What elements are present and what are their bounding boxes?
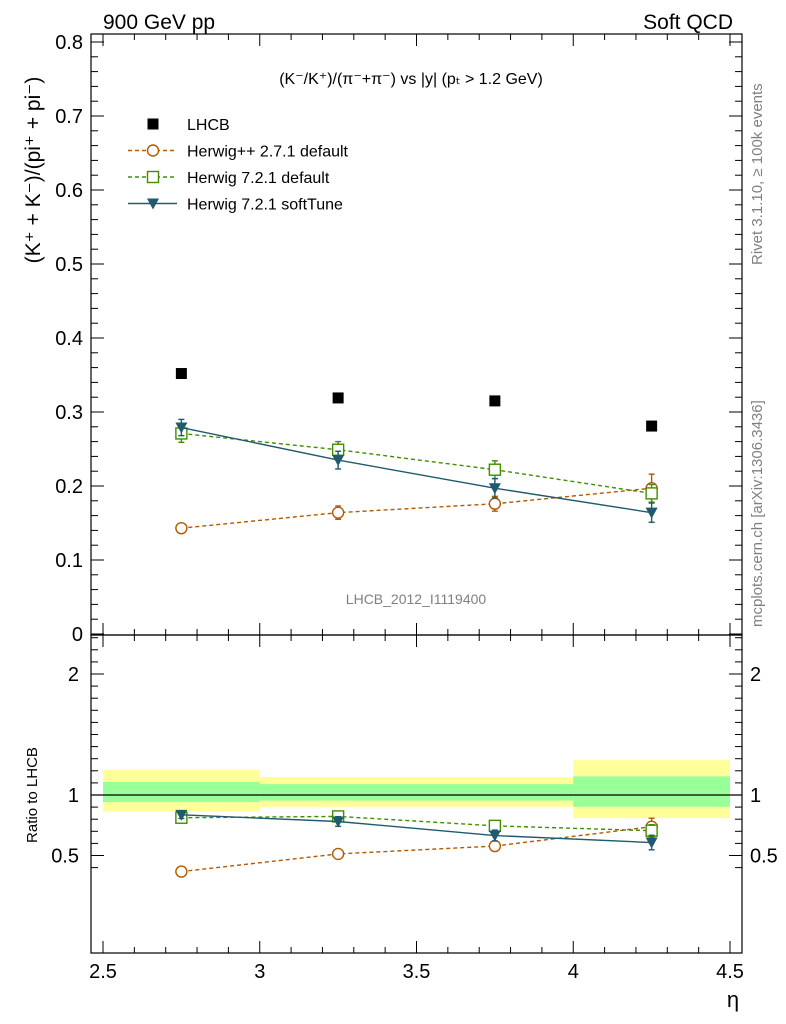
main-line-herwig-7-2-1-softtune bbox=[181, 426, 652, 514]
main-point-herwig-7-2-1-default bbox=[645, 487, 658, 500]
main-point-herwig-2-7-1-default bbox=[175, 521, 188, 535]
x-tick-label: 4.5 bbox=[716, 961, 744, 983]
main-marks bbox=[175, 368, 658, 535]
legend-marker-lhcb bbox=[147, 118, 159, 130]
main-point-lhcb bbox=[489, 395, 501, 407]
main-y-tick-label: 0.7 bbox=[55, 106, 83, 128]
legend-marker-herwig-7-2-1-default bbox=[146, 170, 160, 184]
main-y-tick-label: 0.5 bbox=[55, 254, 83, 276]
main-ticks bbox=[91, 34, 742, 635]
main-point-herwig-2-7-1-default bbox=[331, 506, 345, 519]
header-right: Soft QCD bbox=[643, 11, 733, 34]
ratio-y-axis-label: Ratio to LHCB bbox=[24, 747, 41, 843]
ratio-panel: 0.5 0.5 1 1 2 2 2.5 3 3.5 4 4.5 Ratio to LHCB η bbox=[24, 634, 778, 1012]
x-tick-label: 3.5 bbox=[403, 961, 431, 983]
main-line-herwig-7-2-1-default bbox=[181, 432, 652, 495]
main-y-tick-label: 0.3 bbox=[55, 402, 83, 424]
ratio-y-tick-label-right: 0.5 bbox=[750, 846, 778, 868]
ratio-y-tick-label: 2 bbox=[68, 664, 79, 686]
side-text-top: Rivet 3.1.10, ≥ 100k events bbox=[749, 83, 766, 265]
ratio-y-tick-label-right: 2 bbox=[750, 664, 761, 686]
ratio-y-tick-labels: 0.5 0.5 1 1 2 2 bbox=[51, 664, 778, 868]
main-point-herwig-7-2-1-default bbox=[488, 463, 502, 476]
legend-label-herwig-2-7-1-default: Herwig++ 2.7.1 default bbox=[187, 144, 349, 161]
main-line-herwig-2-7-1-default bbox=[181, 487, 652, 529]
main-point-lhcb bbox=[646, 420, 658, 432]
ratio-point-herwig-2-7-1-default bbox=[488, 839, 502, 853]
ratio-ticks bbox=[91, 635, 742, 953]
ratio-line-herwig-7-2-1-softtune bbox=[181, 814, 652, 844]
legend-label-herwig-7-2-1-default: Herwig 7.2.1 default bbox=[187, 170, 330, 187]
ratio-point-herwig-7-2-1-default bbox=[645, 824, 658, 837]
main-point-herwig-2-7-1-default bbox=[488, 497, 502, 510]
ratio-y-tick-label-right: 1 bbox=[750, 785, 761, 807]
ratio-line-herwig-7-2-1-default bbox=[181, 815, 652, 832]
x-tick-labels: 2.5 3 3.5 4 4.5 bbox=[89, 961, 744, 983]
header-left: 900 GeV pp bbox=[103, 11, 215, 34]
main-point-lhcb bbox=[332, 392, 344, 404]
ratio-point-herwig-7-2-1-softtune bbox=[645, 837, 658, 849]
ratio-point-herwig-7-2-1-softtune bbox=[488, 830, 501, 842]
analysis-watermark: LHCB_2012_I1119400 bbox=[346, 591, 487, 607]
legend-label-lhcb: LHCB bbox=[187, 117, 230, 134]
main-point-herwig-7-2-1-softtune bbox=[645, 507, 658, 519]
main-point-herwig-7-2-1-softtune bbox=[175, 422, 188, 434]
main-y-tick-label: 0 bbox=[72, 624, 83, 646]
x-axis-label: η bbox=[727, 987, 739, 1012]
legend-marker-herwig-2-7-1-default bbox=[146, 144, 160, 157]
ratio-point-herwig-7-2-1-softtune bbox=[332, 816, 345, 828]
main-panel: 0 0.1 0.2 0.3 0.4 0.5 0.6 0.7 0.8 (K⁻/K⁺)/(π⁻+π⁻… bbox=[22, 32, 743, 646]
ratio-green-band bbox=[259, 784, 574, 801]
ratio-point-herwig-2-7-1-default bbox=[175, 865, 188, 878]
legend: LHCB Herwig++ 2.7.1 default Herwig 7.2.1 d… bbox=[128, 117, 349, 214]
main-y-tick-label: 0.1 bbox=[55, 550, 83, 572]
x-tick-label: 2.5 bbox=[89, 961, 117, 983]
main-point-lhcb bbox=[175, 368, 187, 380]
main-y-axis-label: (K⁺ + K⁻)/(pi⁺ + pi⁻) bbox=[22, 77, 45, 264]
x-tick-label: 3 bbox=[254, 961, 265, 983]
ratio-y-tick-label: 1 bbox=[68, 785, 79, 807]
ratio-y-tick-label: 0.5 bbox=[51, 846, 79, 868]
ratio-green-band bbox=[573, 776, 730, 807]
ratio-bands bbox=[103, 760, 730, 819]
side-text-bottom: mcplots.cern.ch [arXiv:1306.3436] bbox=[749, 400, 766, 627]
x-tick-label: 4 bbox=[568, 961, 579, 983]
main-y-tick-label: 0.8 bbox=[55, 32, 83, 54]
ratio-point-herwig-7-2-1-softtune bbox=[175, 809, 188, 821]
main-y-tick-labels: 0 0.1 0.2 0.3 0.4 0.5 0.6 0.7 0.8 bbox=[55, 32, 83, 646]
ratio-point-herwig-2-7-1-default bbox=[331, 847, 345, 861]
main-y-tick-label: 0.2 bbox=[55, 476, 83, 498]
main-y-tick-label: 0.4 bbox=[55, 328, 83, 350]
main-point-herwig-7-2-1-softtune bbox=[332, 455, 345, 467]
legend-label-herwig-7-2-1-softtune: Herwig 7.2.1 softTune bbox=[187, 197, 343, 214]
ratio-marks bbox=[175, 809, 658, 878]
legend-marker-herwig-7-2-1-softtune bbox=[147, 198, 159, 210]
ratio-green-band bbox=[103, 781, 260, 803]
plot-title: (K⁻/K⁺)/(π⁻+π⁻) vs |y| (pₜ > 1.2 GeV) bbox=[279, 71, 543, 88]
main-y-tick-label: 0.6 bbox=[55, 180, 83, 202]
ratio-line-herwig-2-7-1-default bbox=[181, 826, 652, 873]
main-point-herwig-7-2-1-softtune bbox=[488, 483, 501, 495]
